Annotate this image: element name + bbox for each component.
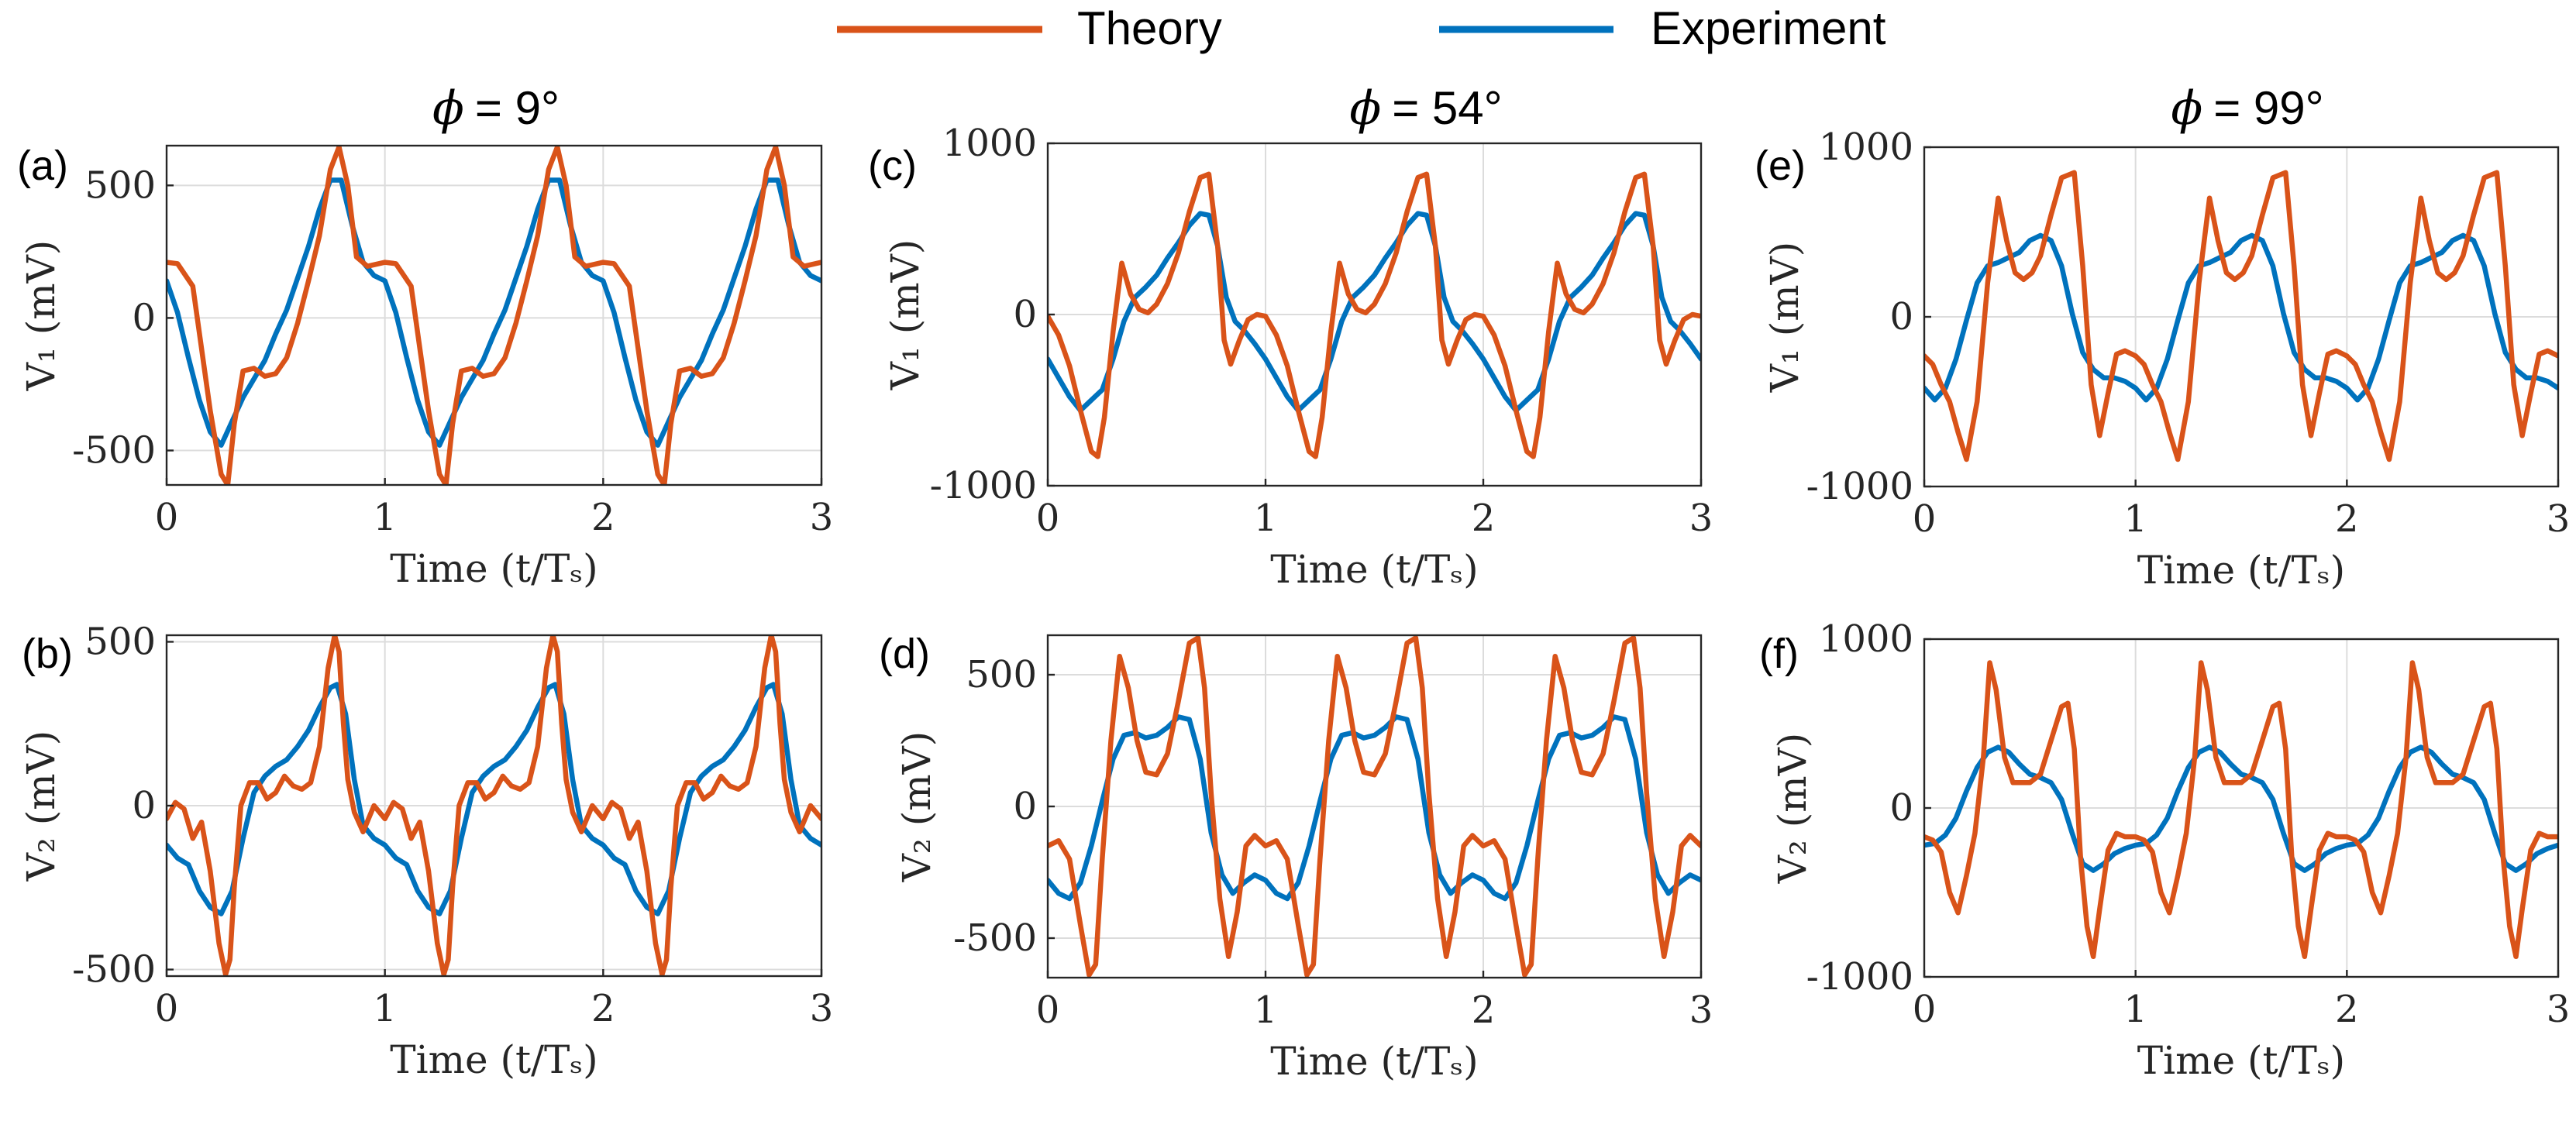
legend-experiment-label: Experiment bbox=[1651, 2, 1886, 54]
y-tick-label: 500 bbox=[966, 653, 1037, 696]
y-tick-label: 0 bbox=[132, 296, 156, 339]
x-tick-label: 0 bbox=[155, 496, 179, 539]
panel-label: (d) bbox=[879, 631, 930, 677]
column-title-1-value: = 9° bbox=[475, 82, 560, 134]
y-tick-label: 0 bbox=[132, 784, 156, 827]
y-tick-label: 500 bbox=[84, 620, 156, 663]
column-title-1: ϕ = 9° bbox=[432, 81, 560, 136]
legend: Theory Experiment bbox=[837, 2, 1886, 54]
panel-label: (c) bbox=[868, 143, 917, 189]
x-axis-label: Time (t/Tₛ) bbox=[1270, 547, 1478, 592]
panel-d: 0 1 2 3 -500 0 500 Time (t/Tₛ) V₂ (mV) (d) bbox=[879, 631, 1713, 1084]
x-tick-label: 1 bbox=[1254, 497, 1278, 540]
x-axis-label: Time (t/Tₛ) bbox=[390, 1037, 598, 1082]
y-axis-label: V₁ (mV) bbox=[883, 239, 928, 391]
column-title-3-symbol: ϕ bbox=[2171, 81, 2202, 136]
x-tick-label: 1 bbox=[1254, 988, 1278, 1032]
x-tick-label: 0 bbox=[1913, 988, 1937, 1031]
column-titles: ϕ = 9° ϕ = 54° ϕ = 99° bbox=[432, 81, 2324, 136]
x-tick-label: 1 bbox=[373, 496, 397, 539]
y-tick-label: -1000 bbox=[930, 464, 1037, 507]
column-title-2: ϕ = 54° bbox=[1349, 81, 1502, 136]
y-tick-label: 0 bbox=[1889, 786, 1913, 830]
x-tick-label: 1 bbox=[2123, 497, 2147, 541]
x-axis-label: Time (t/Tₛ) bbox=[2137, 1038, 2345, 1083]
series-line-theory-d bbox=[1048, 635, 1701, 978]
y-tick-label: 0 bbox=[1013, 293, 1037, 336]
column-title-1-symbol: ϕ bbox=[432, 81, 464, 136]
x-tick-label: 3 bbox=[1689, 988, 1713, 1032]
x-tick-label: 2 bbox=[2335, 988, 2359, 1031]
y-tick-label: 0 bbox=[1889, 295, 1913, 339]
y-axis-label: V₂ (mV) bbox=[894, 731, 939, 883]
x-tick-label: 0 bbox=[155, 987, 179, 1030]
panel-label: (f) bbox=[1759, 631, 1799, 677]
y-tick-label: 0 bbox=[1013, 785, 1037, 828]
x-tick-label: 1 bbox=[2123, 988, 2147, 1031]
x-tick-label: 3 bbox=[2547, 988, 2571, 1031]
x-tick-label: 2 bbox=[1472, 497, 1496, 540]
x-axis-label: Time (t/Tₛ) bbox=[390, 546, 598, 591]
y-tick-label: -500 bbox=[72, 429, 156, 473]
series-line-experiment-a bbox=[167, 177, 821, 448]
y-tick-label: -500 bbox=[953, 916, 1037, 960]
panel-label: (e) bbox=[1755, 143, 1806, 189]
y-tick-label: -1000 bbox=[1806, 955, 1913, 999]
x-tick-label: 0 bbox=[1036, 988, 1060, 1032]
y-axis-label: V₂ (mV) bbox=[19, 731, 64, 882]
column-title-3: ϕ = 99° bbox=[2171, 81, 2323, 136]
x-tick-label: 0 bbox=[1036, 497, 1060, 540]
x-tick-label: 1 bbox=[373, 987, 397, 1030]
y-axis-label: V₂ (mV) bbox=[1770, 733, 1815, 885]
series-line-theory-f bbox=[1924, 660, 2558, 960]
column-title-2-value: = 54° bbox=[1392, 82, 1502, 134]
x-tick-label: 0 bbox=[1913, 497, 1937, 541]
x-tick-label: 2 bbox=[2335, 497, 2359, 541]
y-tick-label: 1000 bbox=[1819, 617, 1913, 661]
y-axis-label: V₁ (mV) bbox=[19, 240, 64, 392]
series-line-theory-a bbox=[167, 146, 821, 485]
column-title-2-symbol: ϕ bbox=[1349, 81, 1381, 136]
series-line-experiment-e bbox=[1924, 232, 2558, 403]
series-line-experiment-f bbox=[1924, 744, 2558, 873]
x-tick-label: 3 bbox=[2547, 497, 2571, 541]
column-title-3-value: = 99° bbox=[2213, 82, 2323, 134]
x-tick-label: 3 bbox=[810, 987, 834, 1030]
y-tick-label: 500 bbox=[84, 163, 156, 207]
x-tick-label: 3 bbox=[810, 496, 834, 539]
x-tick-label: 3 bbox=[1689, 497, 1713, 540]
y-tick-label: 1000 bbox=[942, 122, 1037, 165]
x-tick-label: 2 bbox=[591, 987, 615, 1030]
series-line-experiment-c bbox=[1048, 211, 1701, 414]
panel-a: 0 1 2 3 -500 0 500 Time (t/Tₛ) V₁ (mV) (a) bbox=[17, 143, 833, 591]
axes-frame bbox=[165, 144, 823, 486]
y-tick-label: -500 bbox=[72, 948, 156, 992]
panel-label: (a) bbox=[17, 143, 68, 189]
y-tick-label: -1000 bbox=[1806, 465, 1913, 508]
x-tick-label: 2 bbox=[1472, 988, 1496, 1032]
panel-label: (b) bbox=[22, 631, 73, 677]
y-axis-label: V₁ (mV) bbox=[1762, 242, 1807, 394]
y-tick-label: 1000 bbox=[1819, 125, 1913, 169]
series-line-experiment-d bbox=[1048, 714, 1701, 902]
series-line-theory-b bbox=[167, 635, 821, 976]
x-tick-label: 2 bbox=[591, 496, 615, 539]
series-line-theory-c bbox=[1048, 171, 1701, 459]
x-axis-label: Time (t/Tₛ) bbox=[1270, 1039, 1478, 1084]
series-line-theory-e bbox=[1924, 170, 2558, 462]
legend-theory-label: Theory bbox=[1077, 2, 1222, 54]
series-line-experiment-b bbox=[167, 682, 821, 916]
x-axis-label: Time (t/Tₛ) bbox=[2137, 548, 2345, 593]
